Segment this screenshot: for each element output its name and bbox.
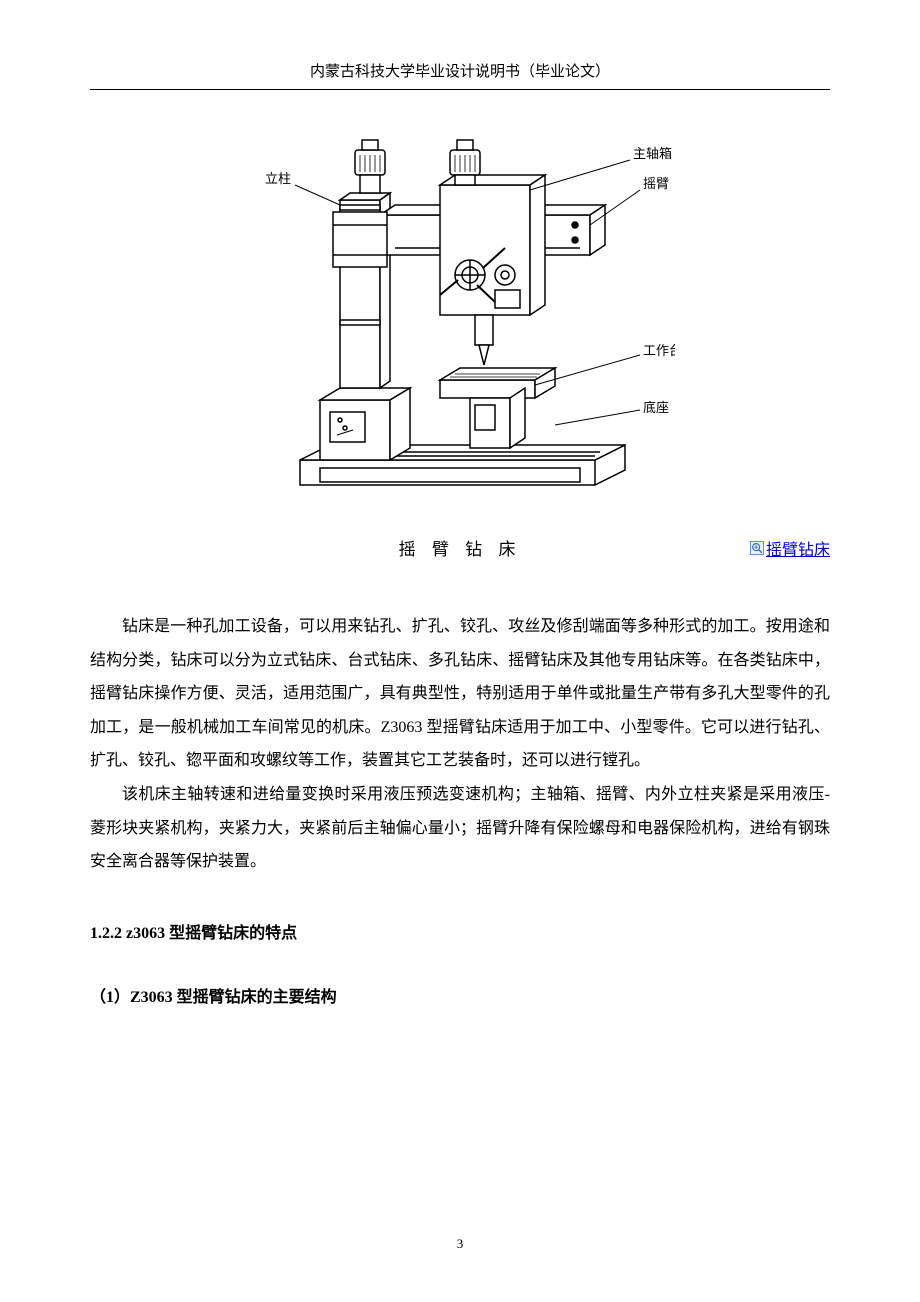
figure-caption-row: 摇 臂 钻 床 摇臂钻床 — [90, 535, 830, 560]
figure-container: 主轴箱 摇臂 立柱 工作台 底座 摇 臂 钻 床 摇臂钻床 — [90, 130, 830, 560]
baike-link[interactable]: 摇臂钻床 — [750, 536, 830, 560]
page-number: 3 — [0, 1236, 920, 1252]
paragraph-2: 该机床主轴转速和进给量变换时采用液压预选变速机构；主轴箱、摇臂、内外立柱夹紧是采… — [90, 778, 830, 879]
header-text: 内蒙古科技大学毕业设计说明书（毕业论文） — [310, 64, 610, 80]
label-column: 立柱 — [265, 171, 291, 186]
label-worktable: 工作台 — [643, 343, 675, 358]
magnify-icon — [750, 541, 764, 555]
label-arm: 摇臂 — [643, 176, 669, 191]
drill-press-diagram: 主轴箱 摇臂 立柱 工作台 底座 — [245, 130, 675, 530]
baike-link-text: 摇臂钻床 — [766, 536, 830, 560]
figure-caption: 摇 臂 钻 床 — [90, 535, 830, 560]
section-heading: 1.2.2 z3063 型摇臂钻床的特点 — [90, 919, 830, 943]
subsection-heading: （1）Z3063 型摇臂钻床的主要结构 — [90, 983, 830, 1007]
paragraph-1: 钻床是一种孔加工设备，可以用来钻孔、扩孔、铰孔、攻丝及修刮端面等多种形式的加工。… — [90, 610, 830, 778]
label-spindle-box: 主轴箱 — [633, 146, 672, 161]
label-base: 底座 — [643, 400, 669, 415]
body-text: 钻床是一种孔加工设备，可以用来钻孔、扩孔、铰孔、攻丝及修刮端面等多种形式的加工。… — [90, 610, 830, 1007]
page-header: 内蒙古科技大学毕业设计说明书（毕业论文） — [90, 60, 830, 90]
